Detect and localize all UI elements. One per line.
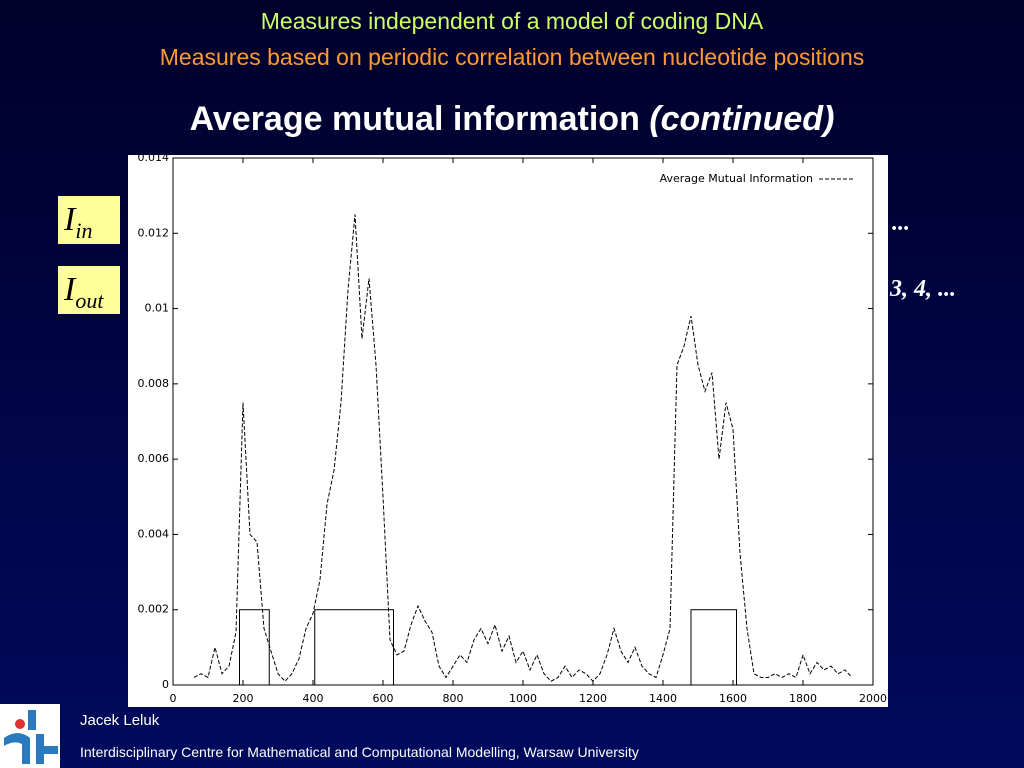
x-tick-label: 1000: [509, 692, 537, 705]
logo-shape: [4, 710, 58, 764]
y-tick-label: 0.014: [138, 155, 170, 164]
region: [239, 609, 270, 686]
text-fragment: 3, 4, ...: [890, 276, 956, 302]
symbol: I: [64, 201, 76, 238]
symbol-box: Iout: [58, 266, 120, 314]
title-emphasis: (continued): [649, 100, 835, 138]
header-line: Measures based on periodic correlation b…: [159, 44, 865, 70]
x-tick-label: 0: [170, 692, 177, 705]
region: [690, 609, 737, 686]
x-tick-label: 1800: [789, 692, 817, 705]
logo: [0, 704, 60, 768]
x-tick-label: 1200: [579, 692, 607, 705]
footer-affiliation: Interdisciplinary Centre for Mathematica…: [80, 744, 639, 760]
x-tick-label: 200: [233, 692, 254, 705]
data-line: [193, 214, 853, 682]
x-tick-label: 800: [443, 692, 464, 705]
y-tick-label: 0.002: [138, 603, 170, 616]
x-tick-label: 1400: [649, 692, 677, 705]
y-tick-label: 0.012: [138, 226, 170, 239]
y-tick-label: 0.004: [138, 527, 170, 540]
y-tick-label: 0.01: [145, 302, 170, 315]
symbol: I: [64, 271, 76, 308]
y-tick-label: 0.006: [138, 452, 170, 465]
symbol-sub: in: [75, 217, 93, 243]
legend-label: Average Mutual Information: [660, 172, 813, 185]
logo-dot: [15, 719, 25, 729]
text-fragment: ...: [892, 210, 910, 236]
y-tick-label: 0.008: [138, 377, 170, 390]
symbol-box: Iin: [58, 196, 120, 244]
slide-title: Average mutual information (continued): [0, 100, 1024, 139]
footer-author: Jacek Leluk: [80, 712, 160, 729]
y-tick-label: 0: [162, 678, 169, 691]
x-tick-label: 600: [373, 692, 394, 705]
x-tick-label: 1600: [719, 692, 747, 705]
header-line: Measures independent of a model of codin…: [260, 8, 764, 34]
x-tick-label: 400: [303, 692, 324, 705]
title-main: Average mutual information: [189, 100, 640, 138]
symbol-sub: out: [75, 287, 104, 313]
region: [314, 609, 394, 686]
x-tick-label: 2000: [859, 692, 887, 705]
plot-frame: [172, 157, 874, 686]
chart: 0 0.002 0.004 0.006 0.008 0.01 0.012 0.014 0 200 4…: [128, 155, 888, 707]
